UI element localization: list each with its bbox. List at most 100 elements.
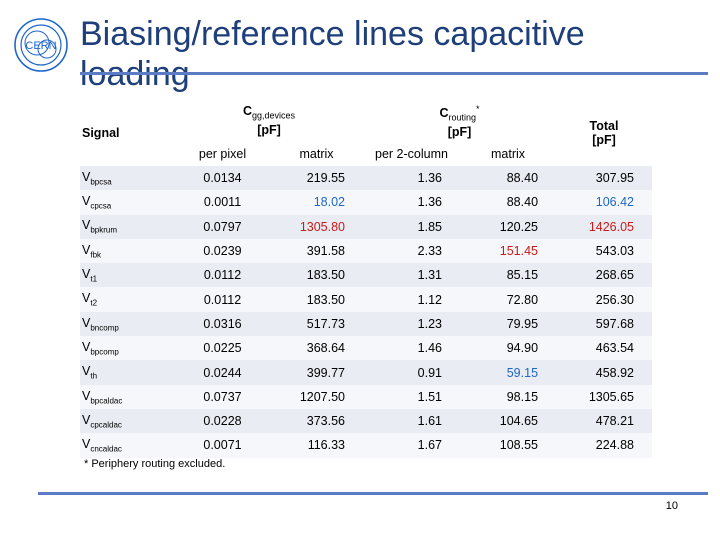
signal-name: Vth bbox=[80, 360, 175, 385]
total-value: 268.65 bbox=[556, 263, 653, 288]
per-pixel-value: 0.0239 bbox=[175, 238, 270, 264]
total-value: 307.95 bbox=[556, 166, 653, 191]
total-value: 463.54 bbox=[556, 336, 653, 361]
matrix-devices-value: 373.56 bbox=[270, 408, 363, 434]
matrix-devices-value: 368.64 bbox=[270, 336, 363, 361]
total-value: 543.03 bbox=[556, 238, 653, 264]
per-2-column-value: 1.67 bbox=[363, 433, 460, 458]
total-value: 478.21 bbox=[556, 408, 653, 434]
subheader-per-2-column: per 2-column bbox=[363, 142, 460, 166]
matrix-routing-value: 94.90 bbox=[460, 336, 557, 361]
matrix-routing-value: 108.55 bbox=[460, 433, 557, 458]
signal-name: Vbpcomp bbox=[80, 336, 175, 361]
per-2-column-value: 1.61 bbox=[363, 408, 460, 434]
header-c-routing: Crouting* [pF] bbox=[363, 100, 557, 142]
table-row: Vcncaldac 0.0071 116.33 1.67 108.55 224.… bbox=[80, 433, 653, 458]
per-pixel-value: 0.0244 bbox=[175, 360, 270, 385]
table-row: Vbpcaldac 0.0737 1207.50 1.51 98.15 1305… bbox=[80, 384, 653, 409]
matrix-devices-value: 391.58 bbox=[270, 238, 363, 264]
table-row: Vcpcaldac 0.0228 373.56 1.61 104.65 478.… bbox=[80, 408, 653, 434]
page-number: 10 bbox=[665, 500, 678, 512]
matrix-devices-value: 183.50 bbox=[270, 287, 363, 312]
total-value: 256.30 bbox=[556, 287, 653, 312]
subheader-matrix-routing: matrix bbox=[460, 142, 557, 166]
per-pixel-value: 0.0071 bbox=[175, 433, 270, 458]
per-2-column-value: 2.33 bbox=[363, 238, 460, 264]
table-row: Vbncomp 0.0316 517.73 1.23 79.95 597.68 bbox=[80, 311, 653, 337]
matrix-routing-value: 88.40 bbox=[460, 190, 557, 215]
total-value: 597.68 bbox=[556, 311, 653, 337]
table-row: Vfbk 0.0239 391.58 2.33 151.45 543.03 bbox=[80, 238, 653, 264]
matrix-routing-value: 85.15 bbox=[460, 263, 557, 288]
matrix-routing-value: 104.65 bbox=[460, 408, 557, 434]
matrix-routing-value: 98.15 bbox=[460, 384, 557, 409]
matrix-devices-value: 18.02 bbox=[270, 190, 363, 215]
signal-name: Vt1 bbox=[80, 263, 175, 288]
total-value: 458.92 bbox=[556, 360, 653, 385]
matrix-devices-value: 1305.80 bbox=[270, 214, 363, 239]
total-value: 1426.05 bbox=[556, 214, 653, 239]
total-value: 106.42 bbox=[556, 190, 653, 215]
per-pixel-value: 0.0797 bbox=[175, 214, 270, 239]
matrix-routing-value: 88.40 bbox=[460, 166, 557, 191]
total-value: 224.88 bbox=[556, 433, 653, 458]
per-pixel-value: 0.0112 bbox=[175, 287, 270, 312]
per-2-column-value: 1.36 bbox=[363, 190, 460, 215]
subheader-matrix-devices: matrix bbox=[270, 142, 363, 166]
per-2-column-value: 1.31 bbox=[363, 263, 460, 288]
per-pixel-value: 0.0011 bbox=[175, 190, 270, 215]
per-2-column-value: 1.46 bbox=[363, 336, 460, 361]
header-c-gg-devices: Cgg,devices [pF] bbox=[175, 100, 363, 142]
matrix-devices-value: 116.33 bbox=[270, 433, 363, 458]
cern-logo: CERN bbox=[14, 18, 68, 72]
signal-name: Vt2 bbox=[80, 287, 175, 312]
capacitance-table: Signal Cgg,devices [pF] Crouting* [pF] T… bbox=[80, 100, 653, 458]
per-2-column-value: 1.85 bbox=[363, 214, 460, 239]
matrix-devices-value: 1207.50 bbox=[270, 384, 363, 409]
per-pixel-value: 0.0112 bbox=[175, 263, 270, 288]
per-2-column-value: 1.51 bbox=[363, 384, 460, 409]
total-value: 1305.65 bbox=[556, 384, 653, 409]
per-2-column-value: 1.12 bbox=[363, 287, 460, 312]
title-divider bbox=[80, 72, 708, 75]
per-2-column-value: 1.36 bbox=[363, 166, 460, 191]
per-pixel-value: 0.0134 bbox=[175, 166, 270, 191]
matrix-routing-value: 59.15 bbox=[460, 360, 557, 385]
per-pixel-value: 0.0228 bbox=[175, 408, 270, 434]
table-row: Vth 0.0244 399.77 0.91 59.15 458.92 bbox=[80, 360, 653, 385]
page-title: Biasing/reference lines capacitive loadi… bbox=[80, 15, 585, 93]
signal-name: Vbpkrum bbox=[80, 214, 175, 239]
per-2-column-value: 1.23 bbox=[363, 311, 460, 337]
per-pixel-value: 0.0316 bbox=[175, 311, 270, 337]
matrix-routing-value: 79.95 bbox=[460, 311, 557, 337]
table-row: Vt2 0.0112 183.50 1.12 72.80 256.30 bbox=[80, 287, 653, 312]
signal-name: Vbpcaldac bbox=[80, 384, 175, 409]
matrix-devices-value: 183.50 bbox=[270, 263, 363, 288]
per-pixel-value: 0.0225 bbox=[175, 336, 270, 361]
table-row: Vbpcsa 0.0134 219.55 1.36 88.40 307.95 bbox=[80, 166, 653, 191]
footer-divider bbox=[38, 492, 708, 495]
per-2-column-value: 0.91 bbox=[363, 360, 460, 385]
footnote: * Periphery routing excluded. bbox=[84, 458, 226, 470]
signal-name: Vbpcsa bbox=[80, 166, 175, 191]
per-pixel-value: 0.0737 bbox=[175, 384, 270, 409]
subheader-per-pixel: per pixel bbox=[175, 142, 270, 166]
signal-name: Vfbk bbox=[80, 238, 175, 264]
table-row: Vbpkrum 0.0797 1305.80 1.85 120.25 1426.… bbox=[80, 214, 653, 239]
matrix-routing-value: 151.45 bbox=[460, 238, 557, 264]
signal-name: Vcncaldac bbox=[80, 433, 175, 458]
table-row: Vbpcomp 0.0225 368.64 1.46 94.90 463.54 bbox=[80, 336, 653, 361]
signal-name: Vbncomp bbox=[80, 311, 175, 337]
matrix-routing-value: 120.25 bbox=[460, 214, 557, 239]
header-signal: Signal bbox=[80, 100, 175, 166]
table-row: Vcpcsa 0.0011 18.02 1.36 88.40 106.42 bbox=[80, 190, 653, 215]
matrix-devices-value: 399.77 bbox=[270, 360, 363, 385]
matrix-devices-value: 219.55 bbox=[270, 166, 363, 191]
logo-text: CERN bbox=[25, 40, 56, 52]
matrix-routing-value: 72.80 bbox=[460, 287, 557, 312]
header-total: Total [pF] bbox=[556, 100, 653, 166]
matrix-devices-value: 517.73 bbox=[270, 311, 363, 337]
table-row: Vt1 0.0112 183.50 1.31 85.15 268.65 bbox=[80, 263, 653, 288]
signal-name: Vcpcaldac bbox=[80, 408, 175, 434]
signal-name: Vcpcsa bbox=[80, 190, 175, 215]
